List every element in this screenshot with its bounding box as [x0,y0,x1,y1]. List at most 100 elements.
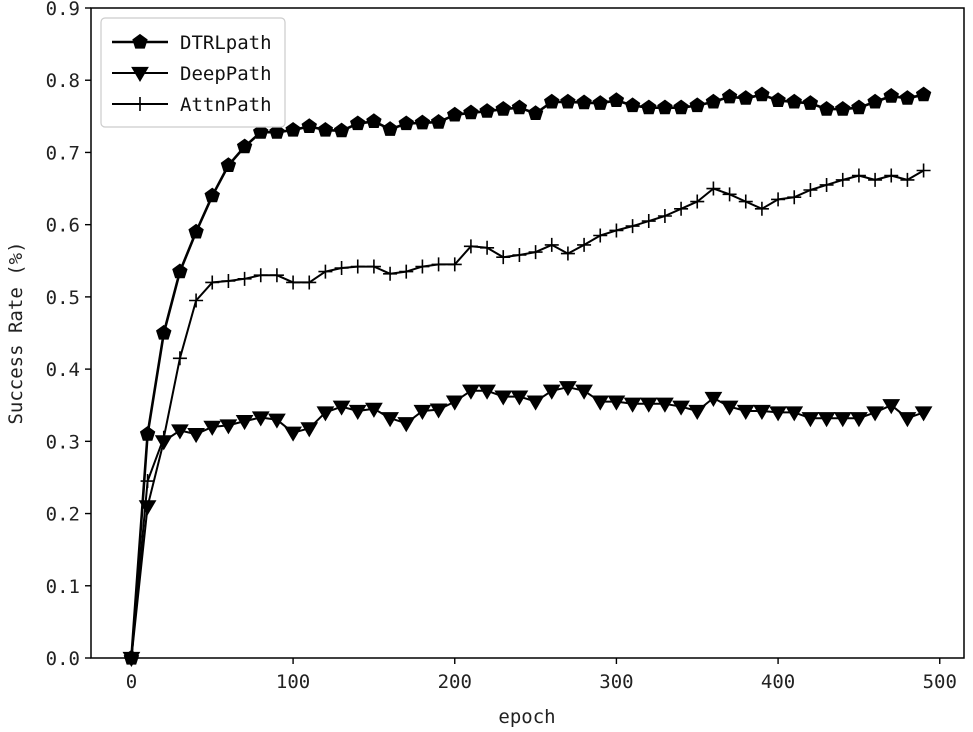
data-point-deeppath [251,411,270,427]
data-point-attnpath [884,168,899,183]
data-point-deeppath [397,417,416,433]
x-axis-label: epoch [498,706,555,728]
x-tick-label: 400 [761,671,795,693]
data-point-deeppath [866,406,884,422]
data-point-deeppath [720,400,739,416]
data-point-deeppath [769,406,787,422]
data-point-dtrlpath [317,121,334,137]
data-point-deeppath [704,391,723,407]
x-tick-label: 300 [599,671,633,693]
data-point-dtrlpath [139,425,156,441]
data-point-attnpath [512,248,527,262]
data-point-attnpath [415,259,430,274]
data-point-dtrlpath [350,115,366,131]
data-point-dtrlpath [511,99,528,115]
data-point-attnpath [577,237,592,252]
data-point-dtrlpath [657,99,673,115]
data-point-attnpath [318,264,333,279]
data-point-attnpath [771,192,786,207]
data-point-deeppath [187,428,205,444]
data-point-attnpath [690,194,705,209]
data-point-deeppath [138,500,157,516]
data-point-attnpath [722,187,737,202]
data-point-deeppath [381,412,399,428]
series-attnpath [124,163,931,665]
data-point-attnpath [286,275,301,290]
data-point-dtrlpath [899,90,916,105]
data-point-attnpath [657,209,672,223]
data-point-deeppath [559,381,577,397]
legend-marker-attnpath [133,97,147,111]
data-point-attnpath [528,245,543,260]
x-tick-label: 500 [923,671,957,693]
data-point-deeppath [462,384,480,400]
series-dtrlpath [123,86,932,665]
data-point-deeppath [688,404,707,420]
data-point-dtrlpath [576,94,592,110]
data-point-attnpath [706,181,721,196]
legend-label: AttnPath [180,94,272,116]
y-tick-label: 0.2 [46,504,80,526]
data-point-attnpath [205,275,220,290]
data-point-dtrlpath [786,93,802,109]
data-point-deeppath [801,412,820,428]
data-point-attnpath [172,351,187,366]
data-point-deeppath [268,413,286,429]
x-axis: 0 100 200 300 400 500 [126,658,957,693]
legend-label: DTRLpath [180,32,272,54]
data-point-dtrlpath [721,88,738,104]
data-point-deeppath [413,404,432,420]
data-point-attnpath [819,177,834,192]
data-point-dtrlpath [915,86,932,102]
data-point-dtrlpath [172,263,188,279]
data-point-attnpath [237,271,252,286]
data-point-deeppath [785,406,804,422]
legend-entry-deeppath: DeepPath [112,63,272,85]
data-point-attnpath [221,274,236,288]
data-point-deeppath [591,395,610,411]
data-point-deeppath [316,406,335,422]
data-point-dtrlpath [188,223,204,239]
data-point-deeppath [753,404,771,420]
data-point-deeppath [882,399,901,415]
data-point-dtrlpath [624,97,641,113]
data-point-dtrlpath [447,106,463,122]
data-point-dtrlpath [220,157,237,172]
y-tick-label: 0.7 [46,142,80,164]
data-point-dtrlpath [673,99,689,115]
data-point-dtrlpath [366,113,382,128]
data-point-dtrlpath [705,93,722,109]
data-point-deeppath [300,422,319,438]
data-point-dtrlpath [560,93,576,109]
data-point-dtrlpath [527,105,544,120]
data-point-attnpath [560,246,575,261]
y-tick-label: 0.6 [46,215,80,237]
data-point-dtrlpath [544,93,560,109]
x-tick-label: 0 [126,671,137,693]
data-point-dtrlpath [285,121,301,137]
data-point-attnpath [156,430,171,445]
data-point-dtrlpath [414,114,431,130]
data-point-dtrlpath [689,97,705,113]
legend-marker-dtrlpath [132,33,148,49]
data-point-attnpath [674,201,689,216]
y-tick-label: 0.3 [46,431,80,453]
y-tick-label: 0.9 [46,0,80,20]
data-point-dtrlpath [398,115,414,131]
data-point-attnpath [350,259,365,274]
data-point-attnpath [399,264,414,279]
data-point-attnpath [851,168,866,183]
legend-box [100,17,286,128]
y-tick-label: 0.1 [46,576,80,598]
data-point-dtrlpath [754,86,770,102]
data-point-attnpath [641,214,656,229]
y-tick-label: 0.5 [46,287,80,309]
legend: DTRLpath DeepPath AttnPath [100,17,286,128]
data-point-deeppath [850,412,868,428]
data-point-dtrlpath [641,99,657,115]
data-point-deeppath [526,395,545,411]
data-point-deeppath [607,395,626,411]
data-point-deeppath [494,390,513,406]
data-point-dtrlpath [608,92,625,107]
